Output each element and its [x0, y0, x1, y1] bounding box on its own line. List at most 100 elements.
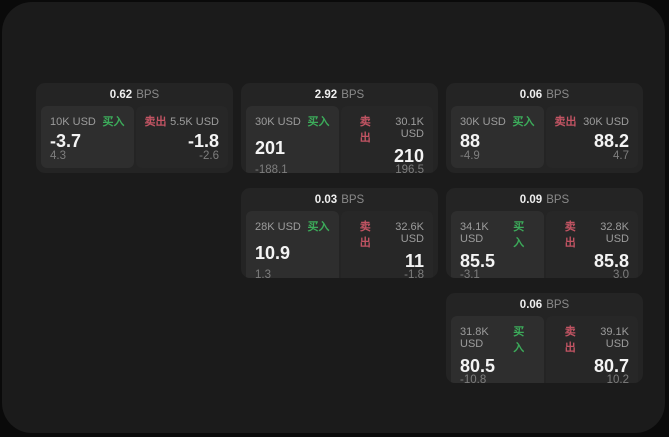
- buy-amount: 28K USD: [255, 221, 301, 233]
- spread-unit-label: BPS: [341, 193, 365, 206]
- buy-price: 10.9: [255, 243, 291, 263]
- buy-amount: 34.1K USD: [460, 221, 489, 245]
- sell-change: 4.7: [613, 149, 629, 162]
- spread-header: 0.62 BPS: [36, 83, 233, 106]
- buy-panel-header: 30K USD 买入: [460, 113, 535, 129]
- buy-side-label: 买入: [307, 221, 330, 233]
- sell-panel-header: 卖出 32.6K USD: [350, 218, 424, 250]
- quote-card: 0.09 BPS 34.1K USD 买入 85.5 -3.1 卖出 32.8K…: [446, 188, 643, 278]
- spread-unit-label: BPS: [546, 298, 570, 311]
- sell-panel-header: 卖出 5.5K USD: [145, 113, 220, 129]
- spread-unit-label: BPS: [136, 88, 160, 101]
- sell-panel-header: 卖出 30.1K USD: [350, 113, 424, 145]
- quote-card: 0.06 BPS 31.8K USD 买入 80.5 -10.8 卖出 39.1…: [446, 293, 643, 383]
- buy-side-label: 买入: [513, 326, 525, 354]
- buy-sell-panels: 28K USD 买入 10.9 1.3 卖出 32.6K USD 11 -1.8: [241, 211, 438, 278]
- buy-price: -3.7: [50, 130, 82, 151]
- sell-price: 210: [393, 146, 424, 166]
- sell-panel[interactable]: 卖出 32.8K USD 85.8 3.0: [545, 211, 638, 278]
- sell-change: 10.2: [606, 374, 629, 383]
- sell-side-label: 卖出: [554, 116, 577, 128]
- sell-panel[interactable]: 卖出 39.1K USD 80.7 10.2: [545, 316, 638, 383]
- buy-amount: 30K USD: [460, 116, 506, 128]
- sell-side-label: 卖出: [564, 326, 576, 354]
- quote-card: 0.03 BPS 28K USD 买入 10.9 1.3 卖出 32.6K US…: [241, 188, 438, 278]
- buy-panel-header: 31.8K USD 买入: [460, 323, 535, 355]
- buy-panel[interactable]: 10K USD 买入 -3.7 4.3: [41, 106, 134, 168]
- spread-header: 0.06 BPS: [446, 83, 643, 106]
- sell-change: -1.8: [404, 269, 424, 278]
- buy-change: 1.3: [255, 269, 271, 278]
- buy-amount: 31.8K USD: [460, 326, 489, 350]
- spread-header: 2.92 BPS: [241, 83, 438, 106]
- sell-panel-header: 卖出 30K USD: [555, 113, 630, 129]
- sell-panel[interactable]: 卖出 30K USD 88.2 4.7: [545, 106, 638, 168]
- sell-panel[interactable]: 卖出 5.5K USD -1.8 -2.6: [135, 106, 228, 168]
- buy-price: 88: [460, 130, 481, 151]
- sell-panel-header: 卖出 32.8K USD: [555, 218, 629, 250]
- spread-value: 0.06: [519, 298, 543, 311]
- sell-price: -1.8: [187, 130, 219, 151]
- sell-panel[interactable]: 卖出 32.6K USD 11 -1.8: [340, 211, 433, 278]
- buy-amount: 30K USD: [255, 116, 301, 128]
- spread-unit-label: BPS: [341, 88, 365, 101]
- spread-value: 0.06: [519, 88, 543, 101]
- buy-side-label: 买入: [513, 221, 525, 249]
- sell-panel-header: 卖出 39.1K USD: [555, 323, 629, 355]
- spread-header: 0.03 BPS: [241, 188, 438, 211]
- buy-price: 80.5: [460, 356, 496, 376]
- spread-header: 0.09 BPS: [446, 188, 643, 211]
- sell-side-label: 卖出: [564, 221, 576, 249]
- spread-value: 2.92: [314, 88, 338, 101]
- sell-change: -2.6: [199, 149, 219, 162]
- buy-panel[interactable]: 31.8K USD 买入 80.5 -10.8: [451, 316, 544, 383]
- buy-panel[interactable]: 30K USD 买入 201 -188.1: [246, 106, 339, 173]
- quote-cards-grid: 0.62 BPS 10K USD 买入 -3.7 4.3 卖出 5.5K USD…: [36, 83, 643, 383]
- sell-amount: 30.1K USD: [395, 116, 424, 140]
- buy-side-label: 买入: [512, 116, 535, 128]
- quote-card: 2.92 BPS 30K USD 买入 201 -188.1 卖出 30.1K …: [241, 83, 438, 173]
- spread-value: 0.03: [314, 193, 338, 206]
- sell-price: 85.8: [593, 251, 629, 271]
- sell-side-label: 卖出: [144, 116, 167, 128]
- sell-price: 11: [404, 251, 424, 271]
- sell-amount: 30K USD: [583, 116, 629, 128]
- spread-value: 0.09: [519, 193, 543, 206]
- buy-panel[interactable]: 30K USD 买入 88 -4.9: [451, 106, 544, 168]
- buy-panel-header: 34.1K USD 买入: [460, 218, 535, 250]
- spread-header: 0.06 BPS: [446, 293, 643, 316]
- sell-amount: 5.5K USD: [170, 116, 219, 128]
- buy-change: -10.8: [460, 374, 487, 383]
- buy-panel-header: 10K USD 买入: [50, 113, 125, 129]
- buy-sell-panels: 31.8K USD 买入 80.5 -10.8 卖出 39.1K USD 80.…: [446, 316, 643, 383]
- quote-card: 0.62 BPS 10K USD 买入 -3.7 4.3 卖出 5.5K USD…: [36, 83, 233, 173]
- buy-panel-header: 28K USD 买入: [255, 218, 330, 234]
- buy-change: -4.9: [460, 149, 480, 162]
- buy-sell-panels: 30K USD 买入 201 -188.1 卖出 30.1K USD 210 1…: [241, 106, 438, 173]
- sell-side-label: 卖出: [359, 221, 371, 249]
- sell-panel[interactable]: 卖出 30.1K USD 210 196.5: [340, 106, 433, 173]
- buy-sell-panels: 34.1K USD 买入 85.5 -3.1 卖出 32.8K USD 85.8…: [446, 211, 643, 278]
- quote-card: 0.06 BPS 30K USD 买入 88 -4.9 卖出 30K USD 8…: [446, 83, 643, 173]
- sell-amount: 39.1K USD: [600, 326, 629, 350]
- spread-unit-label: BPS: [546, 88, 570, 101]
- buy-sell-panels: 30K USD 买入 88 -4.9 卖出 30K USD 88.2 4.7: [446, 106, 643, 173]
- sell-amount: 32.6K USD: [395, 221, 424, 245]
- sell-change: 3.0: [613, 269, 629, 278]
- spread-value: 0.62: [109, 88, 133, 101]
- sell-price: 88.2: [593, 130, 629, 151]
- sell-side-label: 卖出: [359, 116, 371, 144]
- buy-panel[interactable]: 28K USD 买入 10.9 1.3: [246, 211, 339, 278]
- buy-change: -3.1: [460, 269, 480, 278]
- sell-price: 80.7: [593, 356, 629, 376]
- buy-price: 201: [255, 138, 286, 158]
- sell-change: 196.5: [395, 164, 424, 173]
- buy-side-label: 买入: [307, 116, 330, 128]
- buy-panel[interactable]: 34.1K USD 买入 85.5 -3.1: [451, 211, 544, 278]
- buy-panel-header: 30K USD 买入: [255, 113, 330, 129]
- sell-amount: 32.8K USD: [600, 221, 629, 245]
- buy-sell-panels: 10K USD 买入 -3.7 4.3 卖出 5.5K USD -1.8 -2.…: [36, 106, 233, 173]
- app-window: 0.62 BPS 10K USD 买入 -3.7 4.3 卖出 5.5K USD…: [2, 2, 665, 433]
- spread-unit-label: BPS: [546, 193, 570, 206]
- buy-change: -188.1: [255, 164, 288, 173]
